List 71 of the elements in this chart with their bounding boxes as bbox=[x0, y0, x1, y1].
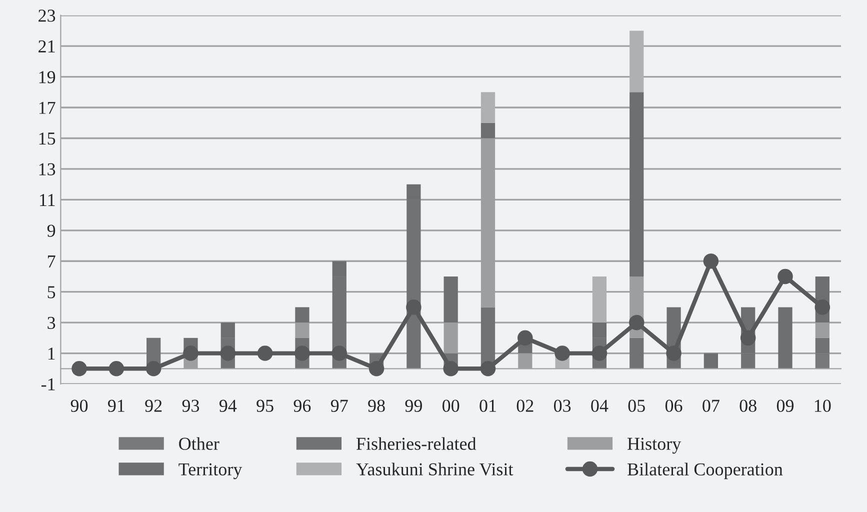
point bbox=[108, 361, 124, 376]
x-tick-label: 94 bbox=[219, 400, 237, 412]
bar bbox=[480, 92, 496, 123]
x-tick-label: 10 bbox=[814, 400, 831, 412]
y-tick-label: 11 bbox=[40, 194, 55, 206]
x-tick-label: 91 bbox=[108, 400, 124, 412]
x-tick-label: 04 bbox=[591, 400, 608, 412]
point bbox=[666, 346, 682, 361]
x-tick-label: 02 bbox=[516, 400, 534, 412]
x-tick-label: 97 bbox=[330, 400, 348, 412]
y-tick-label: 3 bbox=[48, 316, 56, 329]
legend-label: Bilateral Cooperation bbox=[628, 462, 783, 480]
point bbox=[628, 314, 644, 330]
x-tick-label: 08 bbox=[740, 400, 756, 412]
point bbox=[443, 361, 458, 376]
legend-label: Other bbox=[179, 437, 220, 450]
x-tick-label: 05 bbox=[628, 400, 645, 412]
bar bbox=[630, 92, 644, 276]
bar bbox=[778, 307, 792, 369]
point bbox=[814, 300, 830, 315]
x-tick-label: 93 bbox=[182, 400, 200, 412]
point bbox=[406, 300, 422, 315]
y-tick-label: 17 bbox=[39, 102, 56, 114]
x-tick-label: 01 bbox=[480, 400, 496, 412]
bar bbox=[630, 30, 644, 92]
point bbox=[332, 346, 348, 361]
y-tick-label: 1 bbox=[48, 348, 55, 360]
point bbox=[146, 361, 162, 376]
x-tick-label: 07 bbox=[702, 400, 720, 412]
x-tick-label: 95 bbox=[256, 400, 274, 412]
y-tick-label: 15 bbox=[39, 132, 56, 145]
x-tick-label: 06 bbox=[665, 400, 682, 412]
legend-label: History bbox=[628, 438, 682, 454]
bar bbox=[630, 338, 644, 369]
x-tick-label: 92 bbox=[145, 400, 162, 412]
bar bbox=[480, 122, 496, 138]
y-tick-label: 7 bbox=[48, 256, 56, 268]
y-tick-label: 9 bbox=[47, 224, 56, 237]
point bbox=[72, 361, 87, 376]
legend-label: Fisheries-related bbox=[356, 437, 476, 450]
point bbox=[740, 330, 756, 346]
x-tick-label: 90 bbox=[70, 400, 88, 412]
point bbox=[778, 268, 793, 284]
point bbox=[257, 346, 273, 361]
legend-label: Yasukuni Shrine Visit bbox=[356, 462, 514, 476]
y-tick-label: -1 bbox=[41, 378, 55, 390]
x-tick-label: 96 bbox=[294, 400, 311, 412]
point bbox=[480, 361, 496, 376]
bar bbox=[444, 276, 458, 323]
bar bbox=[704, 353, 718, 369]
x-tick-label: 99 bbox=[405, 400, 422, 412]
point bbox=[703, 253, 719, 269]
x-tick-label: 98 bbox=[368, 400, 385, 412]
y-tick-label: 19 bbox=[39, 71, 56, 84]
y-tick-label: 21 bbox=[38, 40, 55, 52]
point bbox=[183, 346, 198, 361]
bar bbox=[592, 276, 607, 323]
point bbox=[294, 346, 310, 361]
y-tick-label: 23 bbox=[38, 10, 56, 22]
x-tick-label: 09 bbox=[776, 400, 794, 412]
point bbox=[592, 346, 608, 361]
x-tick-label: 00 bbox=[442, 400, 460, 412]
bar bbox=[295, 307, 310, 323]
point bbox=[220, 346, 236, 361]
point bbox=[518, 330, 533, 346]
y-tick-label: 13 bbox=[39, 163, 56, 176]
x-tick-label: 03 bbox=[554, 400, 571, 412]
legend-label: Territory bbox=[178, 463, 242, 480]
y-tick-label: 5 bbox=[48, 286, 56, 298]
point bbox=[368, 361, 384, 376]
point bbox=[554, 346, 570, 361]
